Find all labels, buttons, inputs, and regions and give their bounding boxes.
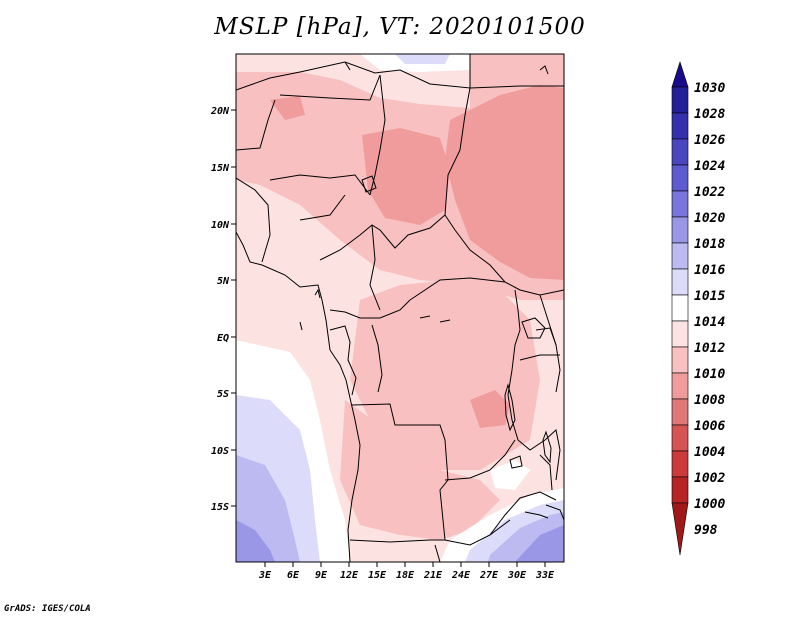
- lon-axis: 3E 6E 9E 12E 15E 18E 21E 24E 27E 30E 33E: [258, 562, 555, 581]
- border-mauritania: [236, 99, 276, 151]
- colorbar-arrow-top: [671, 61, 689, 88]
- lon-label-15e: 15E: [368, 570, 387, 581]
- border-drc-east: [507, 289, 521, 396]
- mslp-1008-nw: [270, 96, 305, 120]
- colorbar-swatch-1028: [671, 86, 689, 114]
- border-south-sudan: [444, 214, 564, 296]
- colorbar-swatch-1008: [671, 372, 689, 400]
- mslp-1018-atlantic: [236, 520, 275, 562]
- grads-credit: GrADS: IGES/COLA: [4, 604, 91, 614]
- border-north: [236, 54, 471, 91]
- border-zambia: [444, 439, 516, 481]
- colorbar-swatch-1026: [671, 112, 689, 140]
- colorbar-label-1002: 1002: [694, 471, 725, 486]
- colorbar-label-1012: 1012: [694, 341, 725, 356]
- lon-label-30e: 30E: [507, 570, 527, 581]
- colorbar-swatch-1016: [671, 242, 689, 270]
- colorbar-label-1008: 1008: [694, 393, 725, 408]
- colorbar-arrow-bottom: [671, 502, 689, 556]
- lon-label-18e: 18E: [396, 570, 415, 581]
- lake-victoria: [521, 317, 546, 339]
- lon-label-9e: 9E: [315, 570, 328, 581]
- mslp-1008-chad: [362, 128, 450, 225]
- lon-label-6e: 6E: [287, 570, 300, 581]
- map-title: MSLP [hPa], VT: 2020101500: [214, 14, 586, 40]
- mslp-1008-sudan: [445, 85, 564, 280]
- colorbar-label-1015: 1015: [694, 289, 725, 304]
- colorbar-swatch-1014: [671, 294, 689, 322]
- coastline: [236, 231, 361, 562]
- lat-label-10n: 10N: [211, 220, 230, 231]
- colorbar-swatch-1024: [671, 138, 689, 166]
- border-angola: [351, 403, 449, 541]
- map-frame: [235, 53, 565, 563]
- lon-label-33e: 33E: [535, 570, 555, 581]
- mslp-1014-lake: [490, 460, 530, 490]
- colorbar-label-1026: 1026: [694, 133, 725, 148]
- border-west: [236, 177, 271, 263]
- lat-label-15s: 15S: [211, 502, 229, 513]
- country-borders: [236, 54, 564, 562]
- colorbar-swatch-1010: [671, 346, 689, 374]
- border-niger-nigeria: [269, 174, 371, 196]
- colorbar-swatch-1018: [671, 216, 689, 244]
- lon-label-3e: 3E: [258, 570, 272, 581]
- colorbar-label-998: 998: [694, 523, 718, 538]
- lon-label-21e: 21E: [423, 570, 443, 581]
- colorbar-swatch-1015: [671, 268, 689, 296]
- lake-tanganyika: [504, 383, 516, 432]
- colorbar-swatch-1000: [671, 476, 689, 504]
- mslp-1015-north: [395, 54, 450, 64]
- lat-label-5n: 5N: [217, 276, 230, 287]
- colorbar-swatch-1020: [671, 190, 689, 218]
- colorbar-label-1016: 1016: [694, 263, 725, 278]
- lon-label-24e: 24E: [451, 570, 471, 581]
- colorbar-swatch-1004: [671, 424, 689, 452]
- colorbar-label-1022: 1022: [694, 185, 725, 200]
- colorbar-label-1000: 1000: [694, 497, 725, 512]
- lat-label-20n: 20N: [210, 106, 230, 117]
- colorbar-label-1028: 1028: [694, 107, 725, 122]
- mslp-1018-southeast: [515, 525, 564, 562]
- border-niger-chad: [369, 74, 386, 196]
- colorbar-label-1024: 1024: [694, 159, 725, 174]
- colorbar-swatch-1006: [671, 398, 689, 426]
- border-egypt: [469, 85, 564, 89]
- colorbar-label-1010: 1010: [694, 367, 725, 382]
- border-chad-sudan: [444, 87, 471, 216]
- colorbar-swatch-1012: [671, 320, 689, 348]
- mslp-1012-west: [236, 180, 330, 360]
- lon-label-12e: 12E: [340, 570, 359, 581]
- border-car-north: [319, 214, 446, 261]
- colorbar-label-1018: 1018: [694, 237, 725, 252]
- colorbar-label-1020: 1020: [694, 211, 725, 226]
- lat-label-eq: EQ: [217, 333, 229, 344]
- lat-label-10s: 10S: [211, 446, 229, 457]
- lat-label-5s: 5S: [217, 389, 229, 400]
- lake-chad: [361, 175, 377, 193]
- colorbar-label-1004: 1004: [694, 445, 725, 460]
- colorbar-label-1014: 1014: [694, 315, 725, 330]
- pressure-field: [236, 54, 564, 562]
- colorbar-label-1006: 1006: [694, 419, 725, 434]
- lake-mweru: [509, 455, 523, 469]
- mslp-1008-congo: [470, 390, 510, 428]
- colorbar-labels: 1030 1028 1026 1024 1022 1020 1018 1016 …: [694, 81, 725, 538]
- colorbar-swatch-1022: [671, 164, 689, 192]
- border-mali-niger: [279, 74, 381, 101]
- border-gabon: [329, 325, 357, 396]
- colorbar: [671, 61, 689, 556]
- lat-axis: 20N 15N 10N 5N EQ 5S 10S 15S: [210, 106, 236, 513]
- border-congo: [329, 299, 411, 319]
- border-car-south: [409, 277, 506, 301]
- lake-malawi: [542, 430, 552, 464]
- lon-label-27e: 27E: [479, 570, 499, 581]
- colorbar-label-1030: 1030: [694, 81, 725, 96]
- mslp-1010-south: [340, 400, 500, 540]
- colorbar-swatch-1002: [671, 450, 689, 478]
- lat-label-15n: 15N: [211, 163, 230, 174]
